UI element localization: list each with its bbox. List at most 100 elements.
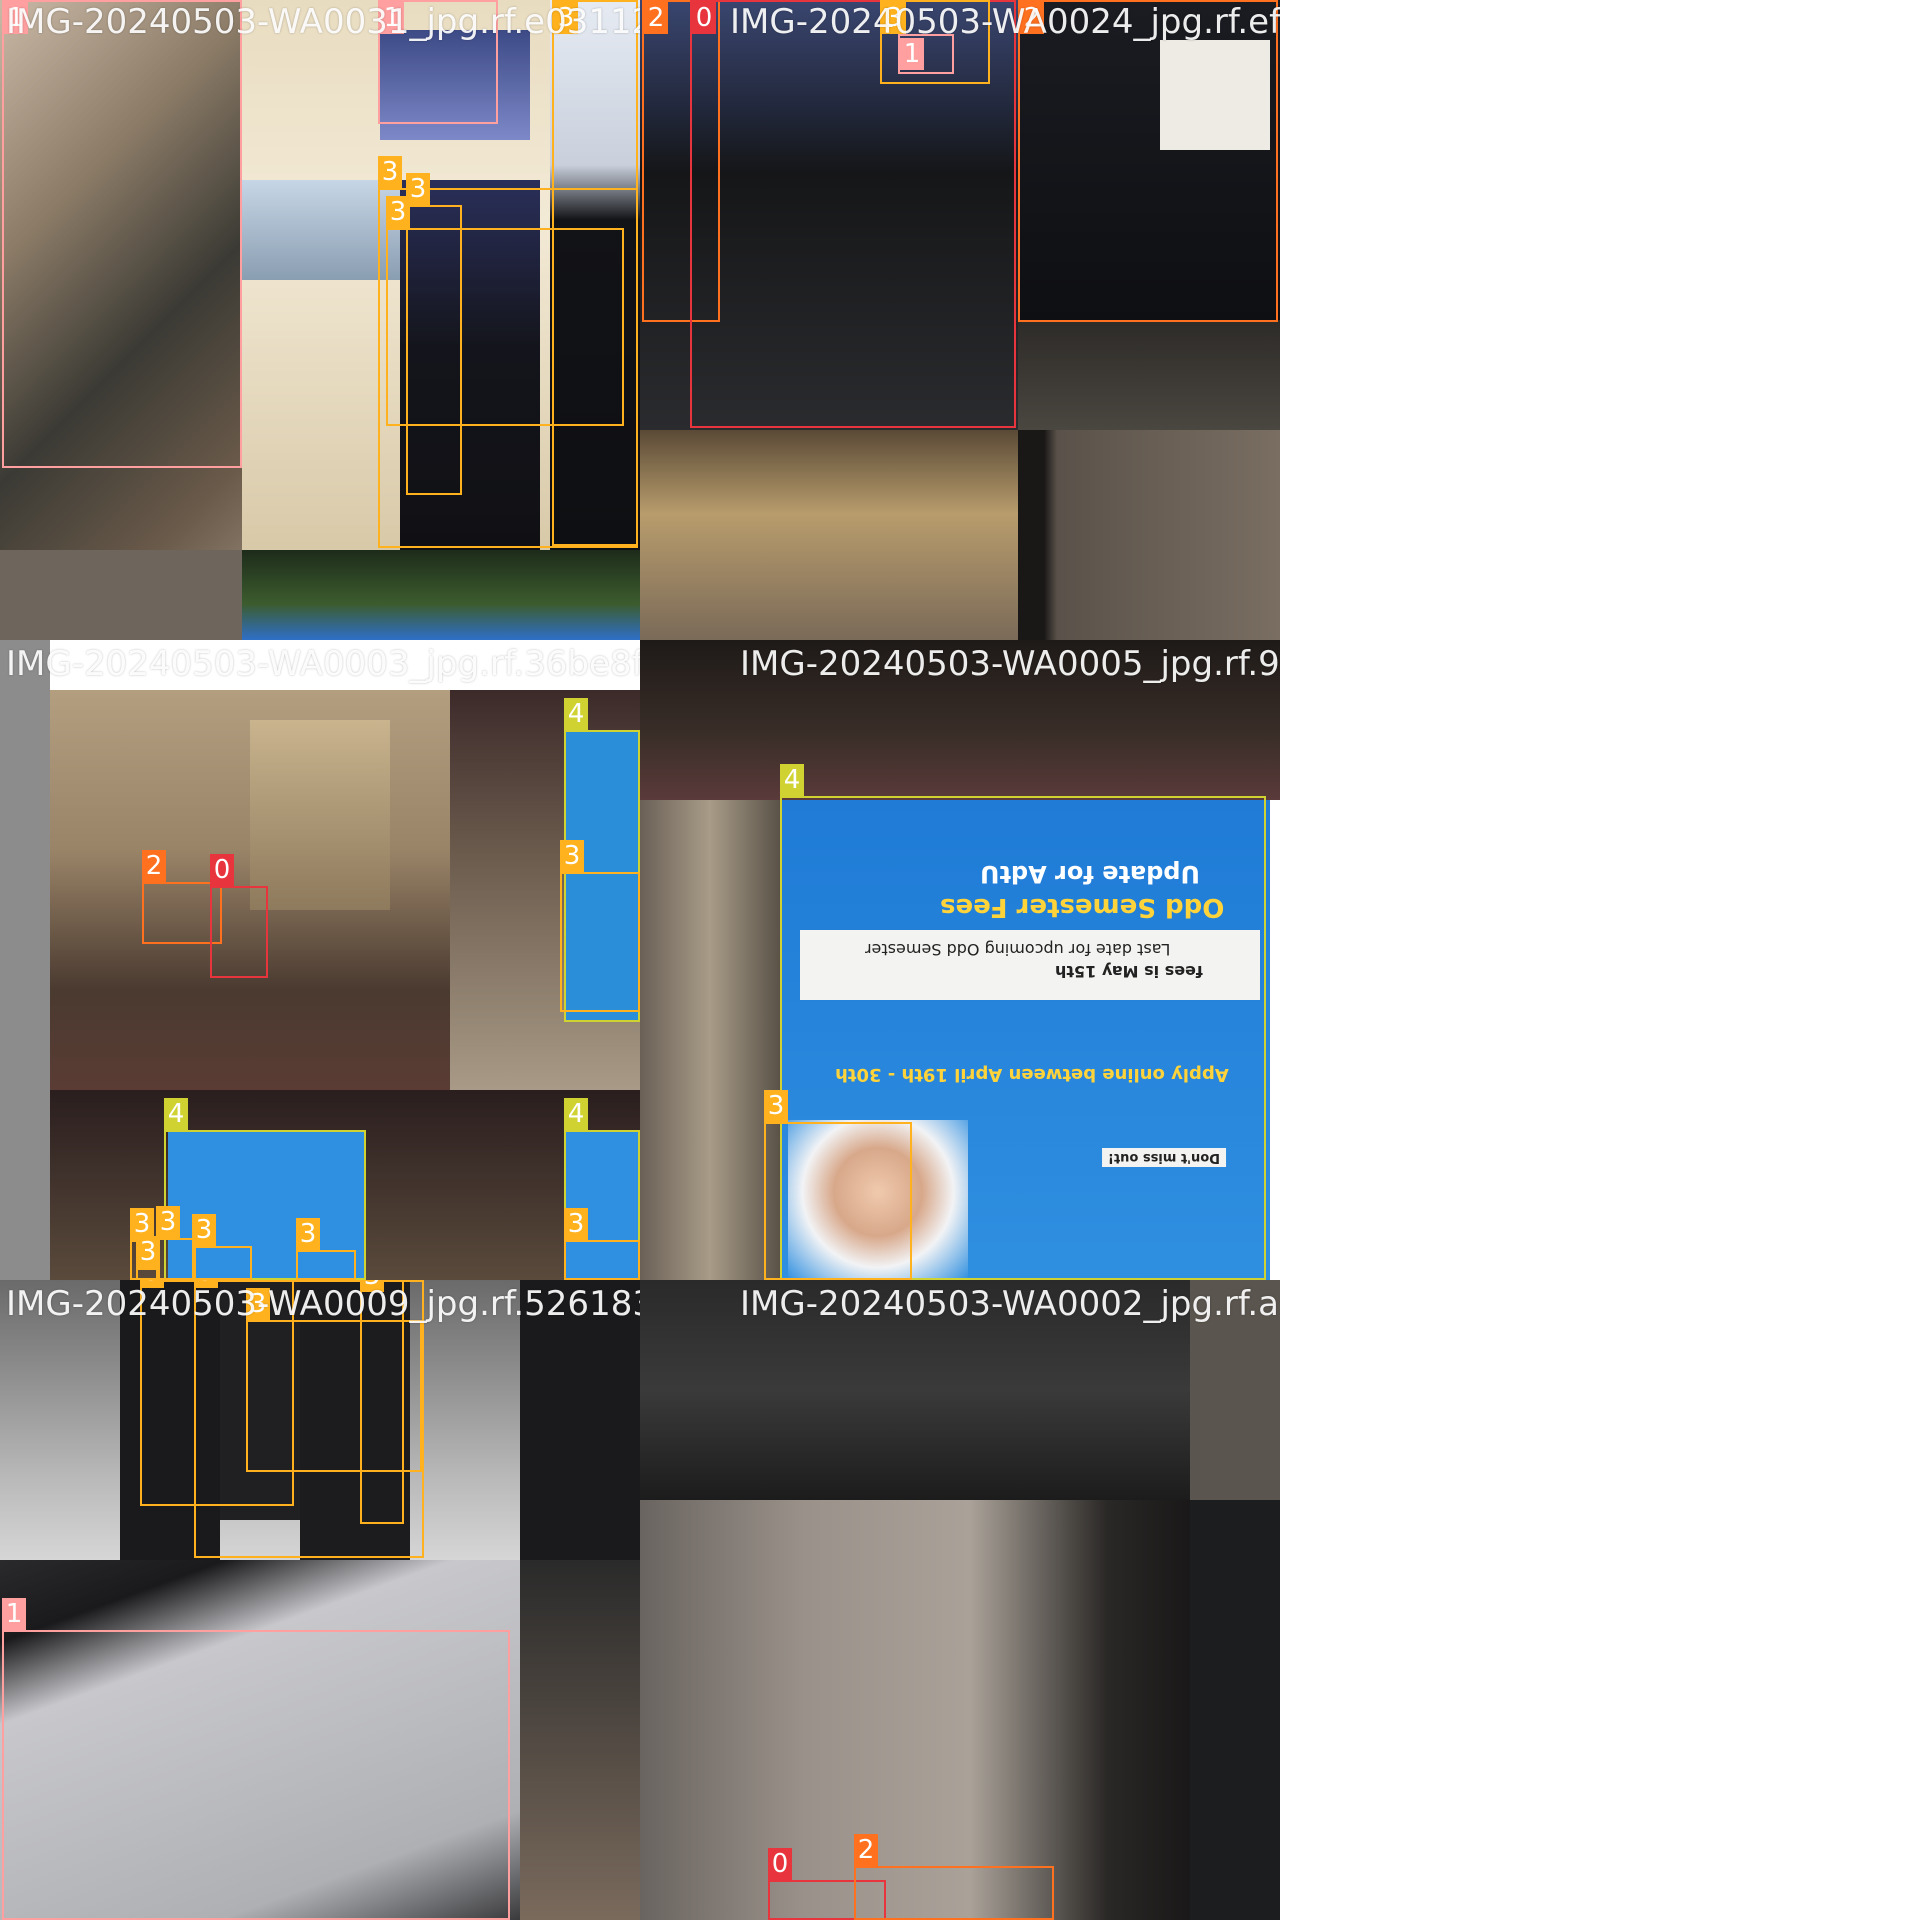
bbox-label: 3	[296, 1218, 320, 1250]
tile-title: IMG-20240503-WA0024_jpg.rf.effab2f187e8e	[730, 2, 1280, 42]
bbox-label: 3	[764, 1090, 788, 1122]
tile-title: IMG-20240503-WA0003_jpg.rf.36be8f6bdc5e3…	[6, 644, 640, 684]
bbox-label: 2	[142, 850, 166, 882]
bbox-label: 3	[156, 1206, 180, 1238]
bbox-label: 3	[130, 1208, 154, 1240]
photo-curtain-light	[640, 430, 1018, 640]
mosaic-tile-1: 1 3 1 3 3 3 IMG-20240503-WA0031_jpg.rf.e…	[0, 0, 640, 640]
bbox-class-3: 3	[156, 1206, 196, 1280]
photo-desk-items	[1018, 320, 1280, 430]
photo-phone-screen	[0, 1560, 520, 1920]
bbox-class-4: 4	[780, 764, 1266, 1280]
mosaic-tile-6: 0 2 IMG-20240503-WA0002_jpg.rf.a03fe723d…	[640, 1280, 1280, 1920]
bbox-label: 1	[380, 2, 404, 34]
bbox-label: 1	[4, 2, 28, 34]
bbox-class-2: 2	[642, 0, 720, 322]
bbox-class-1: 1	[2, 0, 242, 468]
bbox-class-3: 3	[296, 1218, 356, 1280]
photo-plants-background	[640, 640, 1280, 800]
photo-person-right	[550, 0, 640, 550]
bbox-label: 3	[140, 1280, 164, 1288]
bbox-label: 3	[246, 1288, 270, 1320]
photo-person-dark-pants	[400, 180, 540, 550]
tile-title: IMG-20240503-WA0002_jpg.rf.a03fe723d26ae	[740, 1284, 1280, 1324]
photo-room-wall	[640, 1500, 1190, 1920]
bbox-label: 4	[564, 1098, 588, 1130]
bbox-class-1: 1	[2, 1598, 510, 1920]
photo-grey-strip	[0, 640, 50, 1280]
mosaic-tile-3: 4 2 0 3 4 4 3 3 3 3 3 3 IMG-20240503-WA0…	[0, 640, 640, 1280]
photo-poster-white-band	[800, 930, 1260, 1000]
bbox-label: 0	[692, 2, 716, 34]
photo-monitor-dialog	[1160, 40, 1270, 150]
bbox-label: 0	[210, 854, 234, 886]
photo-plants-strip	[242, 550, 640, 640]
bbox-class-3: 3	[406, 173, 462, 495]
bbox-class-0: 0	[768, 1848, 886, 1920]
photo-poster-small-bottom-right	[566, 1130, 640, 1280]
bbox-class-0: 0	[210, 854, 268, 978]
tile-title: IMG-20240503-WA0005_jpg.rf.9c7bbbf0c384e	[740, 644, 1280, 684]
bbox-class-3: 3	[192, 1214, 252, 1280]
bbox-label: 3	[194, 1280, 218, 1288]
bbox-label: 3	[560, 840, 584, 872]
bbox-label: 2	[854, 1834, 878, 1866]
tile-title: IMG-20240503-WA0009_jpg.rf.5261835ba2d2	[6, 1284, 640, 1324]
photo-steps-corner	[520, 1560, 640, 1920]
photo-dark-top-right	[520, 1280, 640, 1560]
bbox-class-3: 3	[552, 0, 638, 546]
bbox-label: 4	[164, 1098, 188, 1130]
mosaic-tile-4: Update for AdtU Odd Semester Fees Last d…	[640, 640, 1280, 1280]
bbox-label: 3	[554, 2, 578, 34]
bbox-class-0: 0	[690, 0, 1016, 428]
bbox-class-1: 1	[378, 0, 498, 124]
photo-desks	[242, 180, 402, 280]
photo-dark-pants-1	[120, 1280, 220, 1560]
bbox-label: 1	[2, 1598, 26, 1630]
photo-floor-strip	[0, 550, 242, 640]
bbox-label: 3	[882, 2, 906, 34]
bbox-label: 2	[644, 2, 668, 34]
bbox-class-2: 2	[854, 1834, 1054, 1920]
photo-laptop-keyboard	[640, 0, 1018, 430]
bbox-label: 2	[1020, 2, 1044, 34]
bbox-class-3: 3	[764, 1090, 912, 1280]
bbox-class-3: 3	[136, 1236, 160, 1280]
bbox-label: 4	[564, 698, 588, 730]
photo-poster-small-bottom	[168, 1130, 364, 1280]
bbox-class-3: 3	[560, 840, 640, 1012]
bbox-class-3: 3	[194, 1280, 424, 1558]
bbox-class-2: 2	[1018, 0, 1278, 322]
photo-railing	[640, 800, 780, 1280]
bbox-class-3: 3	[360, 1280, 404, 1524]
bbox-label: 3	[136, 1236, 160, 1268]
photo-curtain	[250, 720, 390, 910]
bbox-label: 3	[192, 1214, 216, 1246]
bbox-class-4: 4	[164, 1098, 366, 1280]
bbox-label: 4	[780, 764, 804, 796]
mosaic-tile-2: 2 0 3 1 2 IMG-20240503-WA0024_jpg.rf.eff…	[640, 0, 1280, 640]
mosaic-tile-5: 3 3 3 3 1 IMG-20240503-WA0009_jpg.rf.526…	[0, 1280, 640, 1920]
photo-student-portrait	[788, 1120, 968, 1280]
tile-title: IMG-20240503-WA0031_jpg.rf.e03112c44a2a	[6, 2, 640, 42]
bbox-class-2: 2	[142, 850, 222, 944]
bbox-label: 1	[900, 38, 924, 70]
photo-poster-small-right	[566, 730, 640, 1020]
bbox-label: 3	[360, 1280, 384, 1292]
bbox-label: 3	[406, 173, 430, 205]
photo-rug-corner	[1190, 1280, 1280, 1500]
bbox-class-1: 1	[898, 34, 954, 74]
bbox-label: 3	[564, 1208, 588, 1240]
photo-laptop-held	[380, 30, 530, 140]
bbox-label: 0	[768, 1848, 792, 1880]
photo-room-corner	[1018, 430, 1280, 640]
bbox-class-3: 3	[564, 1208, 640, 1280]
photo-dark-car-seat	[640, 1280, 1190, 1500]
photo-phone-closeup	[0, 0, 242, 640]
bbox-class-3: 3	[880, 0, 990, 84]
bbox-label: 3	[378, 156, 402, 188]
bbox-label: 3	[386, 196, 410, 228]
photo-keyboard-corner	[1190, 1500, 1280, 1920]
bbox-class-3: 3	[386, 196, 624, 426]
